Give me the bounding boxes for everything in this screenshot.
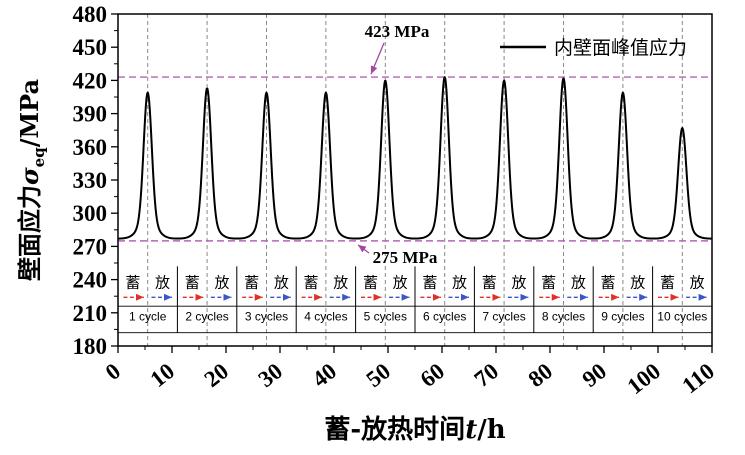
- x-tick-label-group: 10: [146, 358, 180, 392]
- x-tick-label-group: 110: [677, 358, 719, 398]
- y-axis-label: 壁面应力σeq/MPa: [15, 79, 48, 281]
- y-tick-label: 270: [73, 234, 108, 259]
- phase-charge-label: 蓄: [304, 273, 319, 291]
- annotation-423-text: 423 MPa: [365, 22, 430, 41]
- phase-charge-label: 蓄: [244, 273, 259, 291]
- x-tick-label-group: 60: [416, 358, 450, 392]
- x-tick-label: 0: [101, 358, 125, 385]
- phase-discharge-label: 放: [511, 273, 526, 291]
- x-tick-label-group: 40: [308, 358, 342, 392]
- cycle-label: 7 cycles: [482, 310, 525, 324]
- phase-discharge-label: 放: [630, 273, 645, 291]
- phase-discharge-label: 放: [571, 273, 586, 291]
- y-tick-label: 180: [73, 334, 108, 359]
- y-tick-label: 360: [73, 135, 108, 160]
- y-tick-label: 240: [73, 268, 108, 293]
- legend-label: 内壁面峰值应力: [554, 37, 687, 59]
- phase-discharge-label: 放: [274, 273, 289, 291]
- x-tick-label: 80: [524, 358, 558, 392]
- x-tick-label-group: 90: [578, 358, 612, 392]
- x-tick-label-group: 20: [200, 358, 234, 392]
- annotation-275-arrow: [357, 244, 370, 254]
- x-tick-label: 60: [416, 358, 450, 392]
- cycle-label: 6 cycles: [423, 310, 466, 324]
- cycle-label: 3 cycles: [245, 310, 288, 324]
- x-tick-label: 90: [578, 358, 612, 392]
- phase-discharge-label: 放: [155, 273, 170, 291]
- x-tick-label: 50: [362, 358, 396, 392]
- phase-charge-label: 蓄: [541, 273, 556, 291]
- cycle-label: 5 cycles: [364, 310, 407, 324]
- x-tick-label: 110: [677, 358, 719, 398]
- cycle-label: 8 cycles: [542, 310, 585, 324]
- phase-charge-label: 蓄: [601, 273, 616, 291]
- y-tick-label: 300: [73, 201, 108, 226]
- annotation-275-text: 275 MPa: [373, 248, 438, 267]
- annotation-423-arrow: [370, 42, 385, 75]
- x-tick-label: 40: [308, 358, 342, 392]
- phase-charge-label: 蓄: [422, 273, 437, 291]
- y-tick-label: 450: [73, 35, 108, 60]
- cycle-label: 1 cycle: [129, 310, 167, 324]
- x-tick-label-group: 30: [254, 358, 288, 392]
- phase-charge-label: 蓄: [363, 273, 378, 291]
- x-tick-label-group: 50: [362, 358, 396, 392]
- y-tick-label: 480: [73, 2, 108, 27]
- x-tick-label: 30: [254, 358, 288, 392]
- x-tick-label-group: 100: [623, 358, 666, 399]
- phase-charge-label: 蓄: [185, 273, 200, 291]
- y-tick-label: 330: [73, 168, 108, 193]
- phase-discharge-label: 放: [333, 273, 348, 291]
- x-tick-label-group: 70: [470, 358, 504, 392]
- phase-discharge-label: 放: [214, 273, 229, 291]
- phase-charge-label: 蓄: [660, 273, 675, 291]
- x-tick-label: 100: [623, 358, 666, 399]
- cycle-label: 2 cycles: [185, 310, 228, 324]
- phase-charge-label: 蓄: [482, 273, 497, 291]
- series-line: [117, 76, 712, 240]
- phase-charge-label: 蓄: [125, 273, 140, 291]
- cycle-label: 9 cycles: [601, 310, 644, 324]
- y-tick-label: 420: [73, 68, 108, 93]
- x-axis-label: 蓄-放热时间t/h: [324, 414, 505, 445]
- x-tick-label: 70: [470, 358, 504, 392]
- x-tick-label: 10: [146, 358, 180, 392]
- x-tick-label: 20: [200, 358, 234, 392]
- y-tick-label: 210: [73, 301, 108, 326]
- cycle-label: 10 cycles: [657, 310, 707, 324]
- phase-discharge-label: 放: [393, 273, 408, 291]
- phase-discharge-label: 放: [452, 273, 467, 291]
- cycle-label: 4 cycles: [304, 310, 347, 324]
- phase-discharge-label: 放: [690, 273, 705, 291]
- x-tick-label-group: 80: [524, 358, 558, 392]
- y-tick-label: 390: [73, 102, 108, 127]
- y-axis-label-text: 壁面应力σeq/MPa: [15, 79, 48, 281]
- x-tick-label-group: 0: [101, 358, 125, 385]
